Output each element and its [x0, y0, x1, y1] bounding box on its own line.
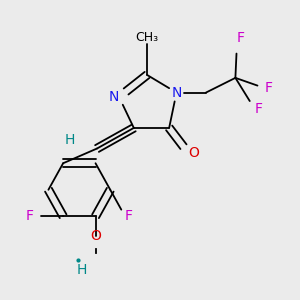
Text: O: O [188, 146, 199, 160]
Text: N: N [109, 90, 119, 104]
Text: H: H [64, 133, 75, 147]
Text: F: F [254, 102, 262, 116]
Text: N: N [171, 85, 182, 100]
Text: F: F [265, 81, 273, 95]
Text: O: O [90, 229, 101, 243]
Text: H: H [77, 263, 88, 278]
Text: F: F [125, 209, 133, 223]
Text: F: F [26, 209, 34, 223]
Text: CH₃: CH₃ [136, 31, 159, 44]
Text: F: F [237, 32, 245, 46]
